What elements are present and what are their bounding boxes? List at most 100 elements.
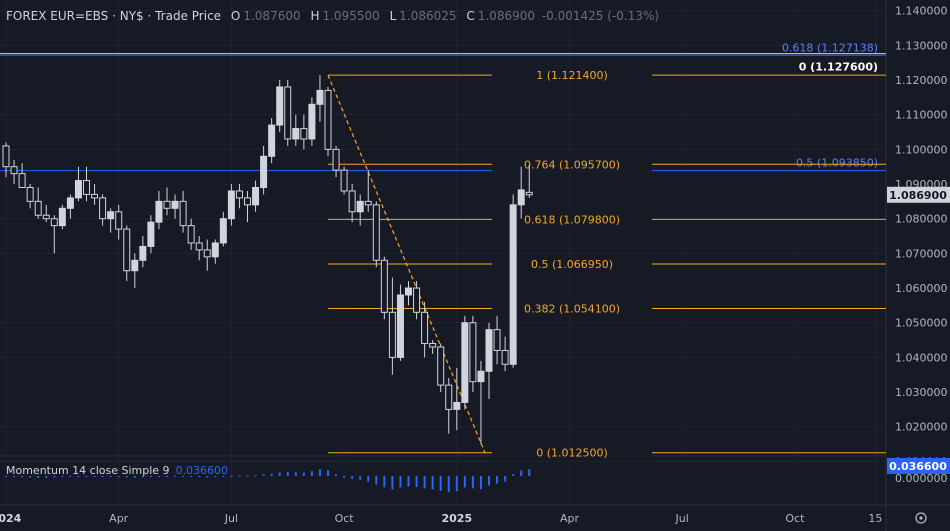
candle-body — [308, 103, 316, 140]
momentum-legend[interactable]: Momentum 14 close Simple 9 0.036600 — [6, 464, 228, 477]
candle-body — [461, 322, 469, 403]
candle-body — [155, 200, 163, 223]
blue-level-label: 0.618 (1.127138) — [782, 41, 878, 54]
momentum-value: 0.036600 — [175, 464, 229, 477]
candle-body — [58, 207, 66, 227]
momentum-bar — [149, 476, 152, 477]
momentum-bar — [157, 476, 160, 477]
price-tick-label: 1.050000 — [895, 317, 948, 330]
momentum-bar — [174, 475, 177, 477]
high-value: 1.095500 — [322, 9, 380, 23]
fib-label-bg — [492, 68, 652, 83]
momentum-bar — [133, 476, 136, 478]
time-tick-label: Oct — [335, 512, 355, 525]
momentum-bar — [455, 476, 458, 492]
time-tick-label: Jul — [675, 512, 689, 525]
candle-body — [509, 204, 517, 365]
momentum-bar — [463, 476, 466, 488]
close-label: C — [466, 9, 475, 23]
candle-body — [219, 218, 227, 244]
price-tick-label: 1.030000 — [895, 386, 948, 399]
price-tick-label: 1.020000 — [895, 421, 948, 434]
candle-body — [396, 294, 404, 358]
candle-body — [284, 86, 292, 140]
momentum-bar — [327, 470, 329, 476]
momentum-bar — [335, 474, 338, 476]
price-tick-label: 1.100000 — [895, 143, 948, 156]
close-value: 1.086900 — [477, 9, 535, 23]
momentum-bar — [318, 469, 321, 476]
momentum-bar — [294, 472, 297, 476]
momentum-bar — [496, 476, 499, 484]
fib-label-bg — [492, 445, 652, 460]
momentum-badge — [887, 458, 950, 474]
momentum-bar — [206, 476, 209, 478]
candle-body — [50, 218, 58, 227]
candle-body — [332, 148, 340, 171]
momentum-axis-tick: 0.000000 — [895, 472, 948, 485]
price-tick-label: 1.130000 — [895, 39, 948, 52]
candle-body — [429, 343, 437, 348]
momentum-bar — [431, 476, 434, 490]
candle-body — [107, 211, 115, 220]
time-tick-label: 2024 — [0, 512, 22, 525]
momentum-bar — [254, 475, 257, 477]
momentum-bar — [141, 476, 144, 478]
momentum-bar — [286, 471, 289, 476]
momentum-bar — [125, 476, 128, 478]
fib-label-bg — [492, 212, 652, 227]
blue-level-label: 0.5 (1.093850) — [796, 157, 878, 170]
fib-level-label: 0.764 (1.095700) — [524, 158, 620, 171]
candle-body — [235, 190, 243, 199]
time-tick-label: 15 — [868, 512, 882, 525]
fib-label-bg — [492, 301, 652, 316]
candle-body — [115, 211, 123, 230]
momentum-axis-value: 0.036600 — [889, 460, 947, 473]
candle-body — [405, 287, 412, 296]
momentum-bar — [512, 474, 515, 476]
candle-body — [413, 287, 421, 313]
candle-body — [195, 242, 203, 251]
candle-body — [372, 204, 380, 261]
candle-body — [203, 249, 211, 258]
momentum-label: Momentum 14 close Simple 9 — [6, 464, 170, 477]
momentum-bar — [479, 476, 482, 490]
candle-body — [139, 245, 147, 261]
momentum-bar — [407, 476, 410, 487]
candle-body — [2, 145, 10, 168]
low-label: L — [389, 9, 397, 23]
white-level-label: 0 (1.127600) — [799, 61, 878, 74]
momentum-bar — [447, 476, 450, 493]
momentum-bar — [504, 476, 507, 482]
momentum-bar — [61, 476, 64, 477]
time-tick-label: Apr — [560, 512, 580, 525]
settings-gear-icon[interactable] — [915, 512, 927, 524]
momentum-bar — [528, 469, 531, 476]
momentum-bar — [302, 472, 305, 476]
momentum-bar — [93, 476, 96, 477]
last-price-label: 1.086900 — [889, 189, 947, 202]
candle-body — [123, 228, 131, 272]
momentum-bar — [117, 476, 120, 477]
symbol-label[interactable]: FOREX EUR=EBS · NY$ · Trade Price — [6, 9, 222, 23]
candle-body — [364, 200, 372, 206]
fib-trend-line — [327, 74, 486, 453]
price-tick-label: 1.040000 — [895, 351, 948, 364]
momentum-bar — [399, 476, 402, 488]
price-tick-label: 1.060000 — [895, 282, 948, 295]
candle-body — [316, 89, 324, 105]
candle-body — [388, 311, 396, 358]
momentum-bar — [278, 472, 281, 476]
fib-level-label: 1 (1.121400) — [536, 69, 608, 82]
momentum-bar — [351, 476, 354, 479]
candle-body — [227, 190, 235, 220]
candle-body — [525, 191, 533, 196]
candle-body — [34, 200, 42, 216]
momentum-bar — [29, 476, 32, 478]
momentum-bar — [101, 476, 104, 478]
candle-body — [493, 329, 501, 351]
candle-body — [260, 155, 268, 188]
fib-label-bg — [492, 256, 652, 271]
candle-body — [211, 242, 219, 258]
